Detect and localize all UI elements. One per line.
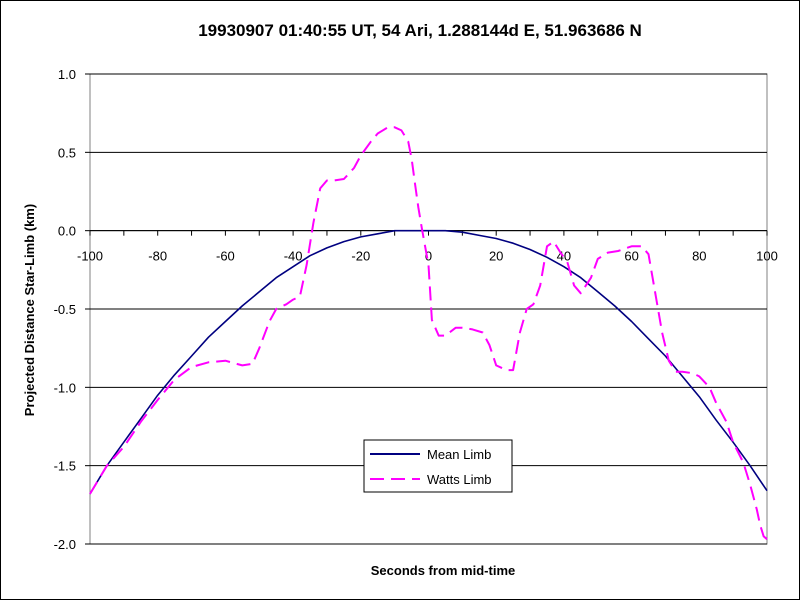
x-tick-label: 60 [624, 249, 638, 264]
chart-title: 19930907 01:40:55 UT, 54 Ari, 1.288144d … [198, 21, 642, 40]
x-tick-label: -20 [351, 249, 370, 264]
x-tick-label: 100 [756, 249, 778, 264]
x-tick-label: -60 [216, 249, 235, 264]
x-axis-label: Seconds from mid-time [371, 563, 515, 578]
x-tick-label: 80 [692, 249, 706, 264]
series-line-watts-limb [89, 126, 768, 541]
legend: Mean Limb Watts Limb [363, 439, 513, 493]
legend-item-watts-limb-label: Watts Limb [427, 472, 492, 487]
y-tick-label: 1.0 [58, 67, 76, 82]
y-tick-label: -1.0 [54, 380, 76, 395]
y-tick-label: -1.5 [54, 459, 76, 474]
y-tick-label: -2.0 [54, 537, 76, 552]
legend-item-mean-limb-label: Mean Limb [427, 447, 491, 462]
x-tick-label: -40 [284, 249, 303, 264]
y-tick-label: 0.5 [58, 145, 76, 160]
y-tick-label: -0.5 [54, 302, 76, 317]
y-tick-label: 0.0 [58, 224, 76, 239]
legend-box [363, 439, 513, 493]
x-tick-label: -80 [148, 249, 167, 264]
x-tick-label: 0 [425, 249, 432, 264]
x-tick-label: 20 [489, 249, 503, 264]
x-tick-label: -100 [77, 249, 103, 264]
series-line-mean-limb [89, 229, 768, 495]
y-axis-label: Projected Distance Star-Limb (km) [22, 204, 37, 416]
